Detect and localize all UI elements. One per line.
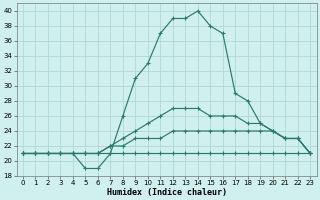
X-axis label: Humidex (Indice chaleur): Humidex (Indice chaleur)	[107, 188, 227, 197]
